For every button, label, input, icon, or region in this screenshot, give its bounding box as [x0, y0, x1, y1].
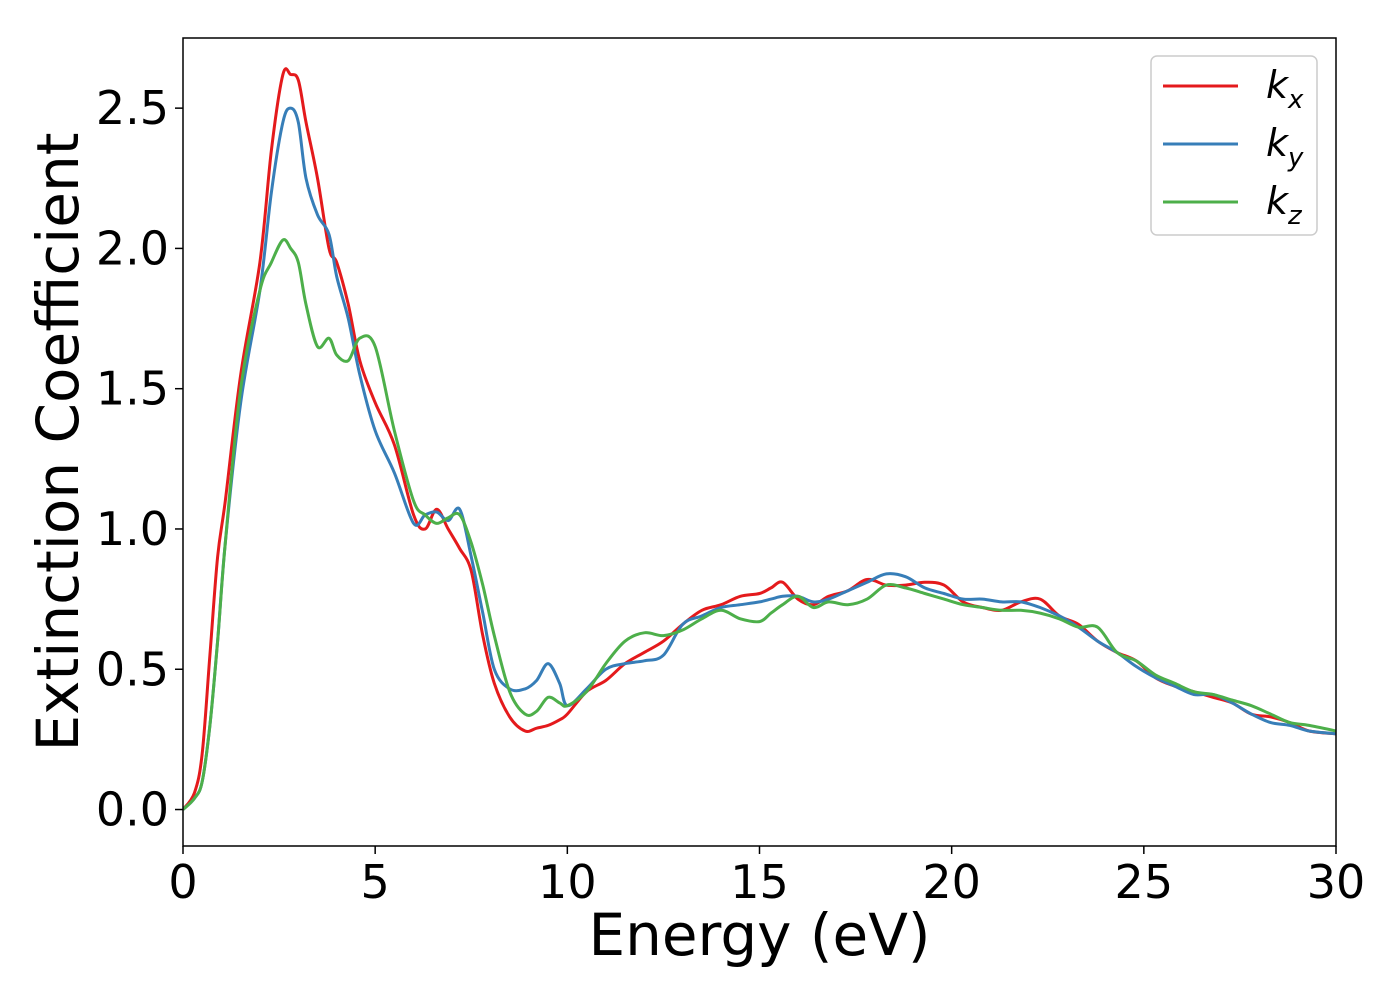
- series-line-k-y: [183, 106, 1336, 811]
- series-line-k-z: [183, 238, 1336, 811]
- y-tick-label: 0.0: [96, 783, 169, 837]
- x-tick-label: 30: [1307, 855, 1366, 909]
- legend-label: kx: [1266, 63, 1304, 115]
- y-tick-label: 0.5: [96, 642, 169, 696]
- legend-label-base: k: [1266, 121, 1290, 165]
- x-tick-label: 15: [730, 855, 789, 909]
- y-tick-label: 1.0: [96, 502, 169, 556]
- y-tick-label: 2.5: [96, 81, 169, 135]
- legend-label-subscript: y: [1287, 143, 1304, 173]
- legend-label-subscript: x: [1287, 85, 1304, 115]
- x-tick-label: 25: [1115, 855, 1174, 909]
- y-tick-label: 2.0: [96, 221, 169, 275]
- y-tick-label: 1.5: [96, 362, 169, 416]
- series-layer: [183, 67, 1336, 811]
- legend-label: kz: [1266, 179, 1303, 231]
- x-tick-label: 5: [361, 855, 390, 909]
- legend-label: ky: [1266, 121, 1304, 173]
- x-tick-label: 20: [922, 855, 981, 909]
- x-axis: 0 5 10 15 20 25 30: [168, 846, 1365, 909]
- x-axis-label: Energy (eV): [588, 901, 930, 969]
- legend-label-subscript: z: [1287, 201, 1303, 231]
- legend-label-base: k: [1266, 179, 1290, 223]
- x-tick-label: 10: [538, 855, 597, 909]
- y-axis-label: Extinction Coefficient: [24, 133, 92, 752]
- y-axis: 0.0 0.5 1.0 1.5 2.0 2.5: [96, 81, 183, 837]
- x-tick-label: 0: [168, 855, 197, 909]
- legend-label-base: k: [1266, 63, 1290, 107]
